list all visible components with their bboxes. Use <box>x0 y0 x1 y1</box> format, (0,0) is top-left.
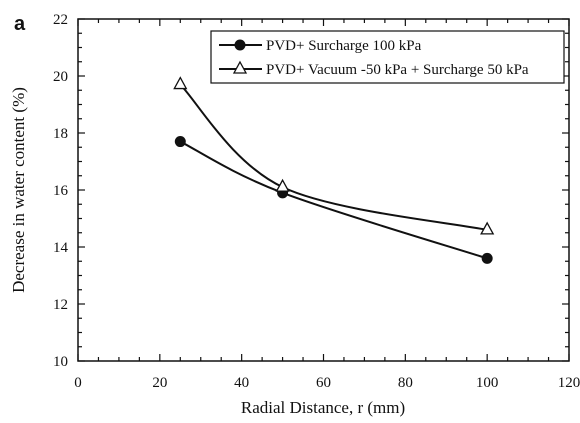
x-axis-title: Radial Distance, r (mm) <box>241 398 405 417</box>
y-axis-title: Decrease in water content (%) <box>9 87 28 293</box>
legend-label-vacuum: PVD+ Vacuum -50 kPa + Surcharge 50 kPa <box>266 62 529 78</box>
x-tick-label: 120 <box>558 375 580 391</box>
y-tick-label: 22 <box>53 12 68 28</box>
data-point-triangle <box>275 178 290 192</box>
y-tick-label: 12 <box>53 297 68 313</box>
x-tick-label: 40 <box>234 375 249 391</box>
x-tick-label: 20 <box>152 375 167 391</box>
y-tick-label: 16 <box>53 183 69 199</box>
series-line-1 <box>179 140 488 260</box>
data-markers <box>173 76 495 264</box>
data-point-circle <box>481 252 493 264</box>
y-tick-label: 20 <box>53 69 68 85</box>
axis-ticks: 0 20 40 60 80 100 120 10 12 14 16 18 20 22 <box>53 12 580 391</box>
legend-marker-circle-icon <box>234 39 246 51</box>
panel-label: a <box>14 13 26 35</box>
legend-box <box>210 30 565 84</box>
data-point-triangle <box>173 76 188 90</box>
x-tick-label: 60 <box>316 375 331 391</box>
legend-marker-triangle-icon <box>232 60 248 74</box>
series-lines <box>179 83 488 260</box>
y-tick-label: 18 <box>53 126 68 142</box>
x-tick-label: 80 <box>398 375 413 391</box>
y-tick-label: 10 <box>53 354 68 370</box>
x-tick-label: 0 <box>74 375 82 391</box>
legend: PVD+ Surcharge 100 kPa PVD+ Vacuum -50 k… <box>210 30 565 84</box>
x-tick-label: 100 <box>476 375 499 391</box>
y-tick-label: 14 <box>53 240 69 256</box>
legend-label-surcharge: PVD+ Surcharge 100 kPa <box>266 38 422 54</box>
data-point-triangle <box>480 221 495 235</box>
series-line-2 <box>179 83 488 231</box>
data-point-circle <box>174 136 186 148</box>
